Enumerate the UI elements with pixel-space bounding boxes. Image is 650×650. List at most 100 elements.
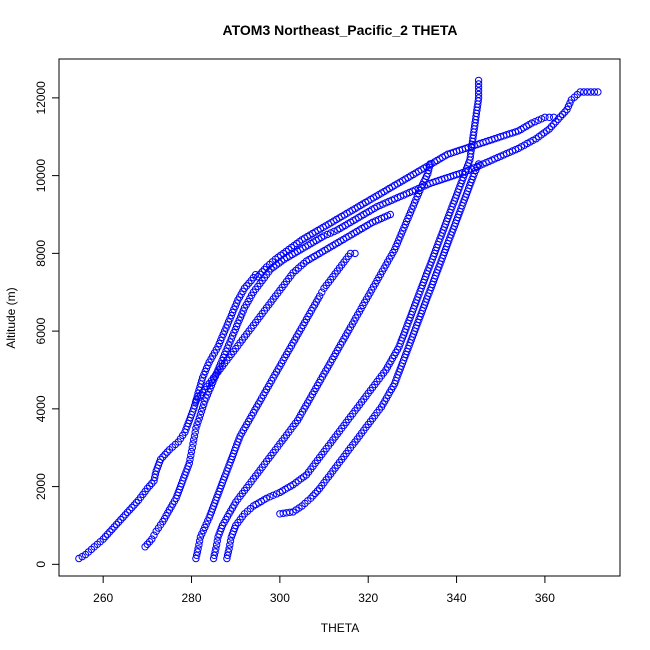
x-tick-label: 260 bbox=[93, 591, 113, 605]
data-point bbox=[194, 545, 202, 553]
data-point bbox=[594, 88, 602, 96]
data-point bbox=[213, 537, 222, 545]
data-point bbox=[474, 90, 483, 99]
data-point bbox=[545, 125, 553, 133]
data-point bbox=[159, 453, 167, 461]
y-axis: 0 2000 4000 6000 8000 10000 12000 bbox=[34, 81, 60, 568]
data-point bbox=[231, 325, 240, 334]
x-tick-label: 280 bbox=[182, 591, 202, 605]
data-point bbox=[195, 414, 204, 422]
data-point bbox=[189, 440, 197, 448]
data-point bbox=[198, 404, 207, 412]
y-tick-label: 0 bbox=[34, 561, 48, 568]
data-point bbox=[537, 115, 546, 123]
data-point bbox=[583, 88, 591, 96]
data-point bbox=[202, 520, 210, 528]
data-point bbox=[224, 548, 233, 556]
data-point bbox=[561, 108, 569, 116]
data-point bbox=[161, 450, 169, 459]
data-point bbox=[245, 279, 253, 287]
data-point bbox=[106, 528, 114, 536]
data-point bbox=[226, 537, 235, 545]
data-point bbox=[227, 311, 236, 320]
y-tick-label: 6000 bbox=[34, 317, 48, 344]
data-point bbox=[474, 76, 483, 85]
data-point bbox=[258, 268, 266, 276]
data-point bbox=[212, 541, 221, 549]
x-tick-label: 360 bbox=[535, 591, 555, 605]
data-point bbox=[163, 448, 171, 456]
y-tick-label: 8000 bbox=[34, 240, 48, 267]
data-point bbox=[214, 343, 222, 351]
data-point bbox=[190, 432, 199, 440]
data-point bbox=[554, 115, 562, 124]
y-tick-label: 10000 bbox=[34, 159, 48, 193]
data-point bbox=[531, 118, 539, 126]
data-point bbox=[198, 530, 206, 538]
y-axis-label: Altitude (m) bbox=[4, 287, 18, 348]
data-point bbox=[132, 498, 141, 507]
data-point bbox=[534, 116, 542, 124]
data-point bbox=[191, 428, 199, 436]
data-point bbox=[110, 523, 118, 531]
x-tick-label: 320 bbox=[358, 591, 378, 605]
data-point bbox=[297, 262, 305, 270]
x-axis: 260 280 300 320 340 360 bbox=[93, 575, 555, 605]
data-point bbox=[262, 494, 271, 502]
data-point bbox=[128, 503, 136, 512]
data-point bbox=[143, 484, 152, 493]
data-point bbox=[226, 541, 234, 549]
data-point bbox=[474, 160, 483, 168]
data-point bbox=[292, 266, 300, 275]
data-point bbox=[198, 377, 206, 385]
data-point bbox=[101, 532, 110, 541]
data-point bbox=[121, 511, 130, 519]
data-point bbox=[286, 508, 294, 516]
data-point bbox=[187, 447, 196, 456]
data-point bbox=[311, 489, 319, 498]
y-tick-label: 12000 bbox=[34, 81, 48, 115]
data-point bbox=[393, 239, 402, 248]
data-point bbox=[590, 88, 599, 96]
data-point bbox=[193, 548, 202, 556]
data-point bbox=[114, 518, 123, 526]
data-point bbox=[254, 273, 262, 281]
data-point bbox=[318, 288, 326, 296]
data-point bbox=[470, 170, 478, 178]
data-point bbox=[580, 88, 588, 96]
data-point bbox=[323, 230, 332, 239]
data-point bbox=[143, 540, 152, 548]
data-point bbox=[547, 122, 556, 131]
data-point bbox=[187, 451, 195, 460]
data-point bbox=[550, 113, 558, 122]
data-point bbox=[148, 535, 156, 543]
data-point bbox=[330, 227, 338, 236]
data-point bbox=[251, 271, 260, 279]
data-point bbox=[386, 210, 394, 219]
data-point bbox=[587, 88, 595, 96]
data-point bbox=[256, 270, 264, 278]
data-point bbox=[197, 407, 206, 415]
data-point bbox=[130, 501, 138, 509]
data-point bbox=[119, 513, 127, 521]
x-tick-label: 300 bbox=[270, 591, 290, 605]
data-point bbox=[141, 543, 149, 551]
data-point bbox=[576, 88, 584, 96]
data-point bbox=[272, 490, 281, 498]
data-point bbox=[212, 545, 220, 553]
data-point bbox=[269, 491, 277, 499]
data-point bbox=[406, 208, 415, 216]
data-point bbox=[558, 110, 567, 119]
data-point bbox=[99, 535, 107, 543]
data-point bbox=[195, 541, 203, 549]
data-point bbox=[190, 436, 198, 444]
data-point bbox=[315, 292, 324, 300]
data-point bbox=[103, 530, 112, 538]
data-point bbox=[126, 506, 134, 514]
data-point bbox=[198, 374, 207, 382]
data-point bbox=[474, 87, 483, 95]
data-point bbox=[320, 232, 328, 240]
data-point bbox=[225, 545, 233, 553]
